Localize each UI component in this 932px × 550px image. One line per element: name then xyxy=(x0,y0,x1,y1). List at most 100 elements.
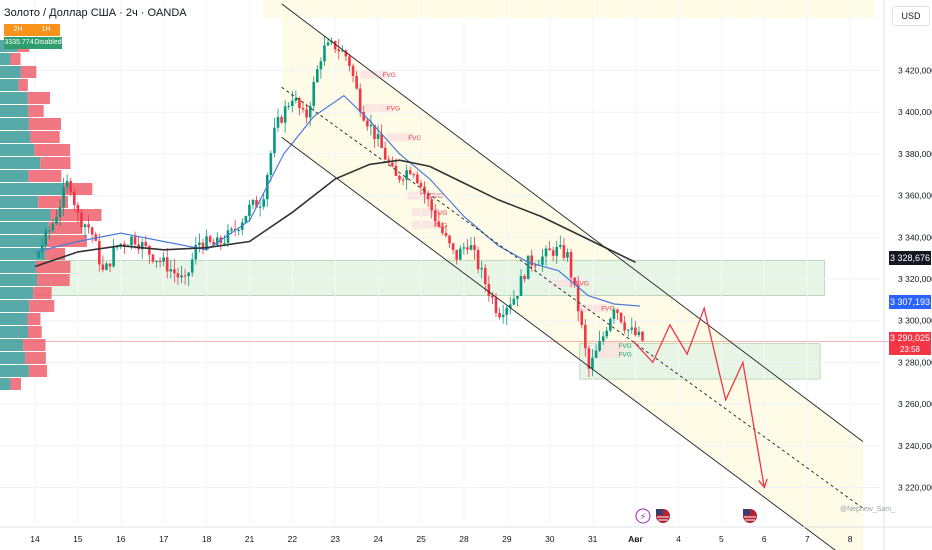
candle-body xyxy=(498,313,501,318)
candle-body xyxy=(584,324,587,349)
x-tick-label: 31 xyxy=(588,534,598,544)
fvg-label-0: FVG xyxy=(382,72,395,79)
candle-body xyxy=(37,251,40,259)
candle-body xyxy=(158,260,162,262)
candle-body xyxy=(419,183,423,187)
y-tick-label: 3 220,000 xyxy=(898,482,932,492)
candle-body xyxy=(562,245,566,258)
candle-body xyxy=(448,235,451,244)
vp-bar-down xyxy=(30,131,60,143)
x-tick-label: 8 xyxy=(848,534,853,544)
candle-body xyxy=(123,243,126,246)
vp-bar-down xyxy=(48,222,83,234)
x-tick-label: 4 xyxy=(676,534,681,544)
vp-bar-down xyxy=(50,209,102,221)
y-tick-label: 3 260,000 xyxy=(898,399,932,409)
price-badge-countdown: 23:58 xyxy=(889,344,931,355)
x-tick-label: 29 xyxy=(502,534,512,544)
candle-body xyxy=(412,174,416,176)
candle-body xyxy=(112,247,115,267)
candle-body xyxy=(165,257,169,272)
candle-body xyxy=(358,88,362,113)
candle-body xyxy=(316,69,319,83)
candle-body xyxy=(630,327,634,330)
vp-bar-up xyxy=(0,287,34,299)
candle-body xyxy=(512,298,516,305)
candle-body xyxy=(87,224,90,228)
vp-bar-up xyxy=(0,352,26,364)
candle-body xyxy=(51,223,55,231)
price-badge-last: 3 290,025 xyxy=(889,332,931,344)
candle-body xyxy=(308,105,312,118)
candle-body xyxy=(351,65,355,76)
candle-body xyxy=(612,309,616,319)
candle-body xyxy=(173,269,176,274)
candle-body xyxy=(223,242,226,244)
candle-body xyxy=(130,236,133,246)
indicator-status: Disabled xyxy=(34,37,62,49)
channel-top-fill xyxy=(263,0,875,18)
candle-body xyxy=(101,264,105,270)
vp-bar-down xyxy=(10,53,21,65)
x-tick-label: 5 xyxy=(719,534,724,544)
candle-body xyxy=(559,245,562,247)
candle-body xyxy=(451,243,455,250)
candle-body xyxy=(362,112,366,121)
x-tick-label: 24 xyxy=(373,534,383,544)
candle-body xyxy=(355,75,358,89)
vp-bar-up xyxy=(0,92,28,104)
x-tick-label: 21 xyxy=(245,534,255,544)
x-tick-label: 30 xyxy=(545,534,555,544)
candle-body xyxy=(551,250,555,256)
vp-bar-up xyxy=(0,144,35,156)
currency-selector[interactable]: USD xyxy=(892,6,930,26)
vp-bar-up xyxy=(0,170,29,182)
candle-body xyxy=(476,249,480,270)
y-tick-label: 3 300,000 xyxy=(898,316,932,326)
candle-body xyxy=(258,206,262,208)
candle-body xyxy=(262,199,266,207)
candle-body xyxy=(230,228,233,231)
candle-body xyxy=(108,263,112,267)
candle-body xyxy=(255,200,258,208)
vp-bar-up xyxy=(0,222,49,234)
candle-body xyxy=(533,265,537,267)
vp-bar-down xyxy=(37,274,70,286)
vp-bar-up xyxy=(0,378,11,390)
candle-body xyxy=(494,297,498,314)
indicator-timeframes: 2H 1H xyxy=(4,24,60,36)
candle-body xyxy=(183,275,187,277)
vp-bar-down xyxy=(45,248,66,260)
candle-body xyxy=(455,249,458,260)
vp-bar-up xyxy=(0,196,39,208)
x-tick-label: 23 xyxy=(331,534,341,544)
candle-body xyxy=(541,256,544,265)
candle-body xyxy=(208,236,212,242)
candle-body xyxy=(391,162,394,166)
y-tick-label: 3 320,000 xyxy=(898,274,932,284)
candle-body xyxy=(555,246,559,256)
candle-body xyxy=(473,245,476,250)
fvg-box-5 xyxy=(411,220,440,229)
fvg-box-7 xyxy=(579,304,608,313)
candle-body xyxy=(401,179,405,181)
vp-bar-down xyxy=(34,144,71,156)
candle-body xyxy=(205,236,208,250)
candle-body xyxy=(298,98,301,109)
vp-bar-down xyxy=(28,105,44,117)
candle-body xyxy=(69,181,73,193)
candle-body xyxy=(426,194,430,200)
vp-bar-up xyxy=(0,339,24,351)
candle-body xyxy=(251,200,255,205)
fvg-box-6 xyxy=(553,279,582,288)
lightning-icon-glyph: ⚡ xyxy=(640,512,646,522)
candle-body xyxy=(580,311,584,325)
chart-background-layer: FVG FVG FVG FVG FVG FVG FVG FVG FVG FVG xyxy=(34,0,875,550)
candle-body xyxy=(430,199,433,211)
fvg-label-2: FVG xyxy=(408,135,421,142)
vp-bar-up xyxy=(0,274,38,286)
us-flag-canton xyxy=(743,509,750,515)
vp-bar-up xyxy=(0,53,11,65)
candle-body xyxy=(594,350,598,358)
